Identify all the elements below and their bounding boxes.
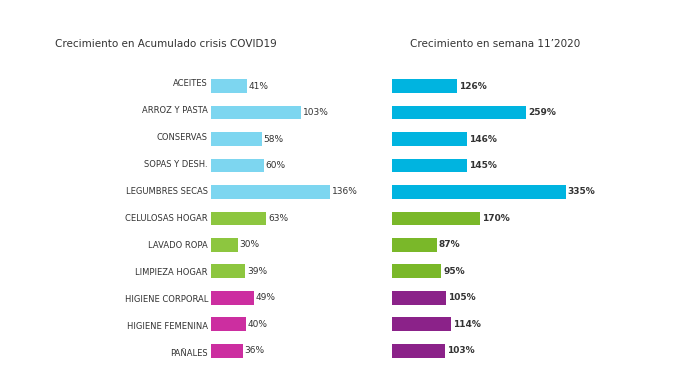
Bar: [392, 264, 441, 278]
Text: HIGIENE CORPORAL: HIGIENE CORPORAL: [125, 295, 208, 304]
Bar: [211, 132, 262, 146]
Text: 114%: 114%: [453, 320, 481, 329]
Text: 335%: 335%: [568, 188, 595, 197]
Text: 41%: 41%: [249, 82, 269, 90]
Bar: [211, 291, 254, 305]
Text: 30%: 30%: [239, 240, 259, 249]
Bar: [392, 344, 445, 358]
Text: 259%: 259%: [528, 108, 556, 117]
Text: 36%: 36%: [245, 346, 265, 355]
Text: ACEITES: ACEITES: [173, 79, 208, 88]
Bar: [392, 238, 437, 252]
Text: 87%: 87%: [439, 240, 460, 249]
Bar: [211, 344, 243, 358]
Text: 60%: 60%: [265, 161, 286, 170]
Text: 95%: 95%: [443, 267, 464, 276]
Text: 145%: 145%: [469, 161, 497, 170]
Bar: [392, 106, 526, 119]
Bar: [211, 185, 330, 199]
Text: 136%: 136%: [331, 188, 358, 197]
Text: LAVADO ROPA: LAVADO ROPA: [148, 241, 208, 250]
Text: CONSERVAS: CONSERVAS: [157, 133, 208, 142]
Text: Crecimiento en semana 11’2020: Crecimiento en semana 11’2020: [410, 39, 581, 49]
Bar: [392, 79, 457, 93]
Text: 58%: 58%: [263, 135, 283, 144]
Text: SOPAS Y DESH.: SOPAS Y DESH.: [144, 160, 208, 169]
Text: 63%: 63%: [268, 214, 288, 223]
Bar: [392, 132, 467, 146]
Text: ARROZ Y PASTA: ARROZ Y PASTA: [142, 106, 208, 115]
Text: LIMPIEZA HOGAR: LIMPIEZA HOGAR: [135, 268, 208, 277]
Text: HIGIENE FEMENINA: HIGIENE FEMENINA: [127, 322, 208, 331]
Bar: [211, 238, 238, 252]
Text: 126%: 126%: [459, 82, 487, 90]
Text: PAÑALES: PAÑALES: [170, 349, 208, 358]
Bar: [211, 106, 301, 119]
Text: 40%: 40%: [248, 320, 268, 329]
Bar: [211, 159, 263, 172]
Text: 146%: 146%: [470, 135, 498, 144]
Text: 105%: 105%: [448, 293, 476, 302]
Text: 170%: 170%: [482, 214, 510, 223]
Bar: [211, 264, 245, 278]
Bar: [211, 211, 266, 225]
Bar: [211, 317, 246, 331]
Bar: [392, 185, 565, 199]
Text: CELULOSAS HOGAR: CELULOSAS HOGAR: [125, 214, 208, 223]
Bar: [392, 317, 450, 331]
Text: 39%: 39%: [247, 267, 267, 276]
Bar: [392, 159, 467, 172]
Text: LEGUMBRES SECAS: LEGUMBRES SECAS: [126, 187, 208, 196]
Text: 103%: 103%: [303, 108, 328, 117]
Bar: [392, 291, 446, 305]
Bar: [211, 79, 247, 93]
Bar: [392, 211, 480, 225]
Text: 49%: 49%: [256, 293, 276, 302]
Text: 103%: 103%: [447, 346, 475, 355]
Text: Crecimiento en Acumulado crisis COVID19: Crecimiento en Acumulado crisis COVID19: [55, 39, 277, 49]
